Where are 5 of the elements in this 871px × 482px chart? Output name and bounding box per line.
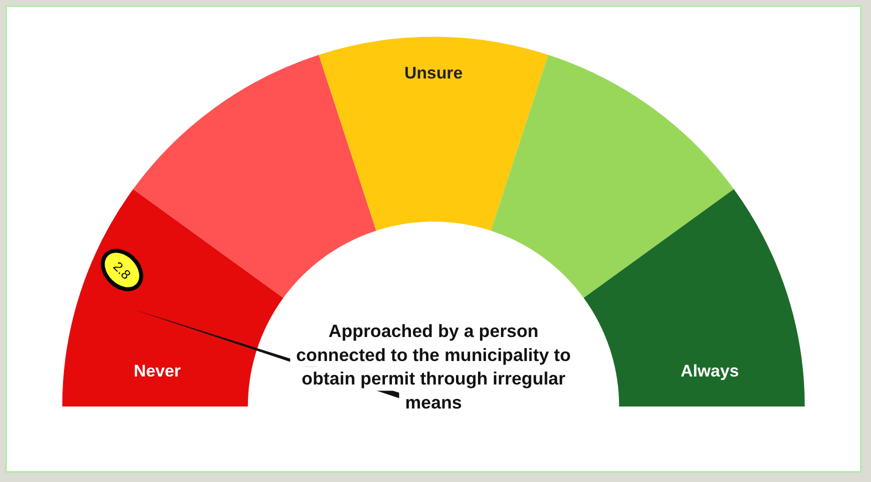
text: Approached by a person connected to the municipality to obtain permit through irregular means: [296, 321, 571, 413]
slice-label: Never: [134, 361, 182, 380]
slice-label: Unsure: [404, 63, 463, 82]
slice-label: Always: [680, 361, 739, 380]
text: 2.8: [110, 258, 134, 282]
